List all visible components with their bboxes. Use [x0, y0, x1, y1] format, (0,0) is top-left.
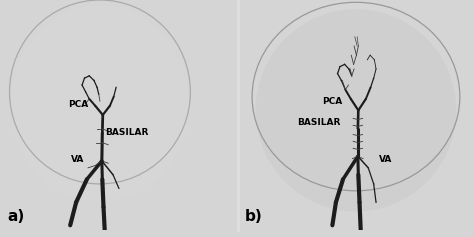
Text: PCA: PCA [322, 97, 343, 106]
Text: BASILAR: BASILAR [105, 128, 148, 137]
Text: VA: VA [379, 155, 392, 164]
Ellipse shape [11, 6, 189, 201]
Text: b): b) [245, 209, 263, 223]
Text: a): a) [7, 209, 24, 223]
Ellipse shape [255, 9, 456, 211]
Text: VA: VA [72, 155, 85, 164]
Text: PCA: PCA [68, 100, 88, 109]
Text: BASILAR: BASILAR [297, 118, 340, 128]
